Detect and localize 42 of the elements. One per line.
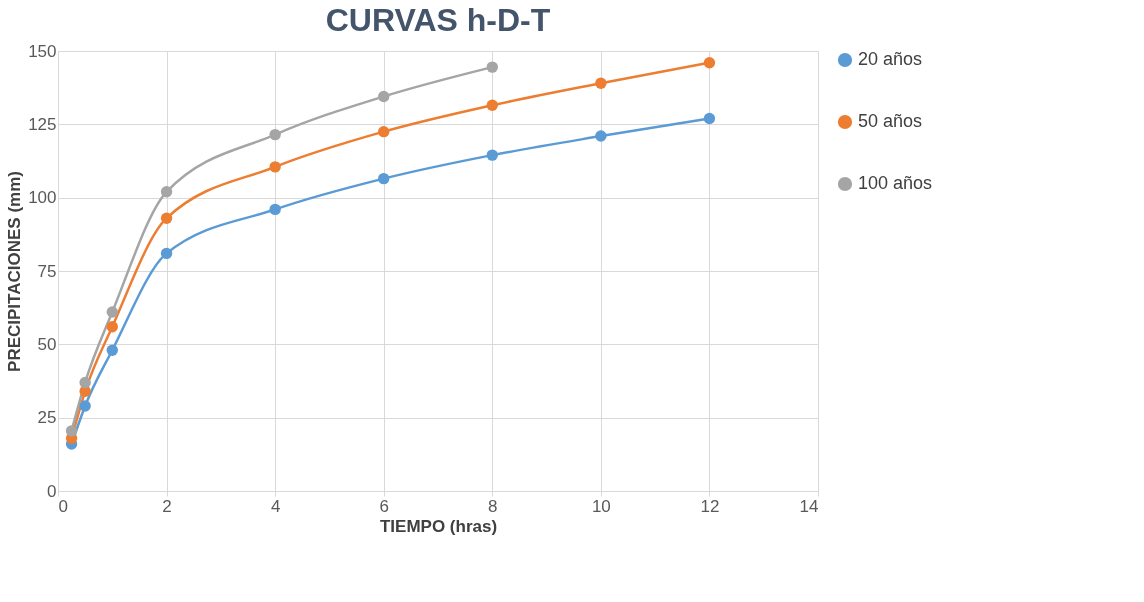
point <box>703 112 716 125</box>
point <box>160 212 173 224</box>
y-tick-label: 50 <box>37 334 57 354</box>
y-tick-label: 25 <box>37 408 57 428</box>
point <box>79 376 91 389</box>
x-tick-label: 14 <box>799 496 819 516</box>
legend-label: 20 años <box>858 49 923 69</box>
point <box>79 400 91 412</box>
point <box>486 61 498 73</box>
y-tick-label: 125 <box>28 114 57 134</box>
y-tick-label: 75 <box>37 261 57 281</box>
y-tick-label: 100 <box>28 188 57 208</box>
point <box>269 203 281 216</box>
point <box>595 77 607 89</box>
point <box>106 344 118 356</box>
point <box>160 186 173 198</box>
y-axis-title: PRECIPITACIONES (mm) <box>5 171 25 372</box>
point <box>106 321 118 333</box>
x-tick-label: 6 <box>379 496 389 516</box>
point <box>106 306 118 318</box>
x-axis-title: TIEMPO (hras) <box>379 516 498 536</box>
point <box>160 247 173 260</box>
x-tick-label: 8 <box>488 496 498 516</box>
point <box>486 99 498 111</box>
chart-title: CURVAS h-D-T <box>325 2 551 38</box>
x-tick-label: 12 <box>700 496 720 516</box>
point <box>269 161 281 173</box>
point <box>269 128 281 141</box>
x-tick-label: 10 <box>591 496 611 516</box>
x-tick-label: 4 <box>270 496 281 516</box>
point <box>65 425 78 437</box>
point <box>595 130 607 142</box>
legend-label: 100 años <box>858 173 933 193</box>
x-tick-label: 2 <box>162 496 172 516</box>
point <box>378 172 390 185</box>
point <box>378 90 390 103</box>
point <box>486 149 498 161</box>
legend-label: 50 años <box>858 111 923 131</box>
y-tick-label: 150 <box>28 41 57 61</box>
y-tick-label: 0 <box>47 481 57 501</box>
point <box>378 125 390 138</box>
point <box>703 57 716 69</box>
